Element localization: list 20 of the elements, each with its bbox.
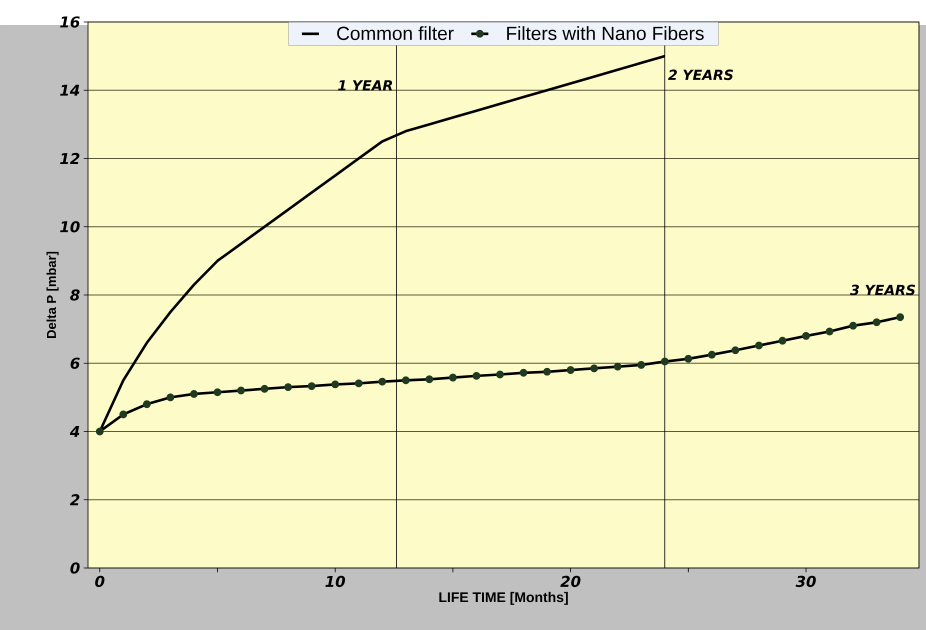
x-tick-label: 10	[325, 576, 346, 588]
x-axis-title: LIFE TIME [Months]	[439, 592, 568, 605]
annotation: 2 YEARS	[668, 70, 733, 80]
x-tick-label: 20	[560, 576, 580, 588]
x-tick-label: 0	[95, 576, 104, 588]
legend-label: Common filter	[337, 26, 454, 40]
y-axis-title: Delta P [mbar]	[46, 252, 59, 338]
y-tick-label: 6	[70, 358, 80, 369]
legend-label: Filters with Nano Fibers	[507, 26, 704, 40]
y-tick-label: 0	[70, 562, 80, 574]
y-tick-label: 12	[60, 152, 80, 164]
x-tick-label: 30	[796, 576, 816, 588]
y-tick-label: 14	[60, 84, 80, 96]
y-tick-label: 2	[70, 494, 80, 506]
annotation: 1 YEAR	[338, 80, 392, 90]
y-tick-label: 10	[60, 221, 80, 232]
y-tick-label: 8	[70, 289, 80, 301]
y-tick-label: 4	[70, 426, 80, 437]
y-tick-label: 16	[60, 16, 80, 28]
annotation: 3 YEARS	[850, 284, 916, 296]
